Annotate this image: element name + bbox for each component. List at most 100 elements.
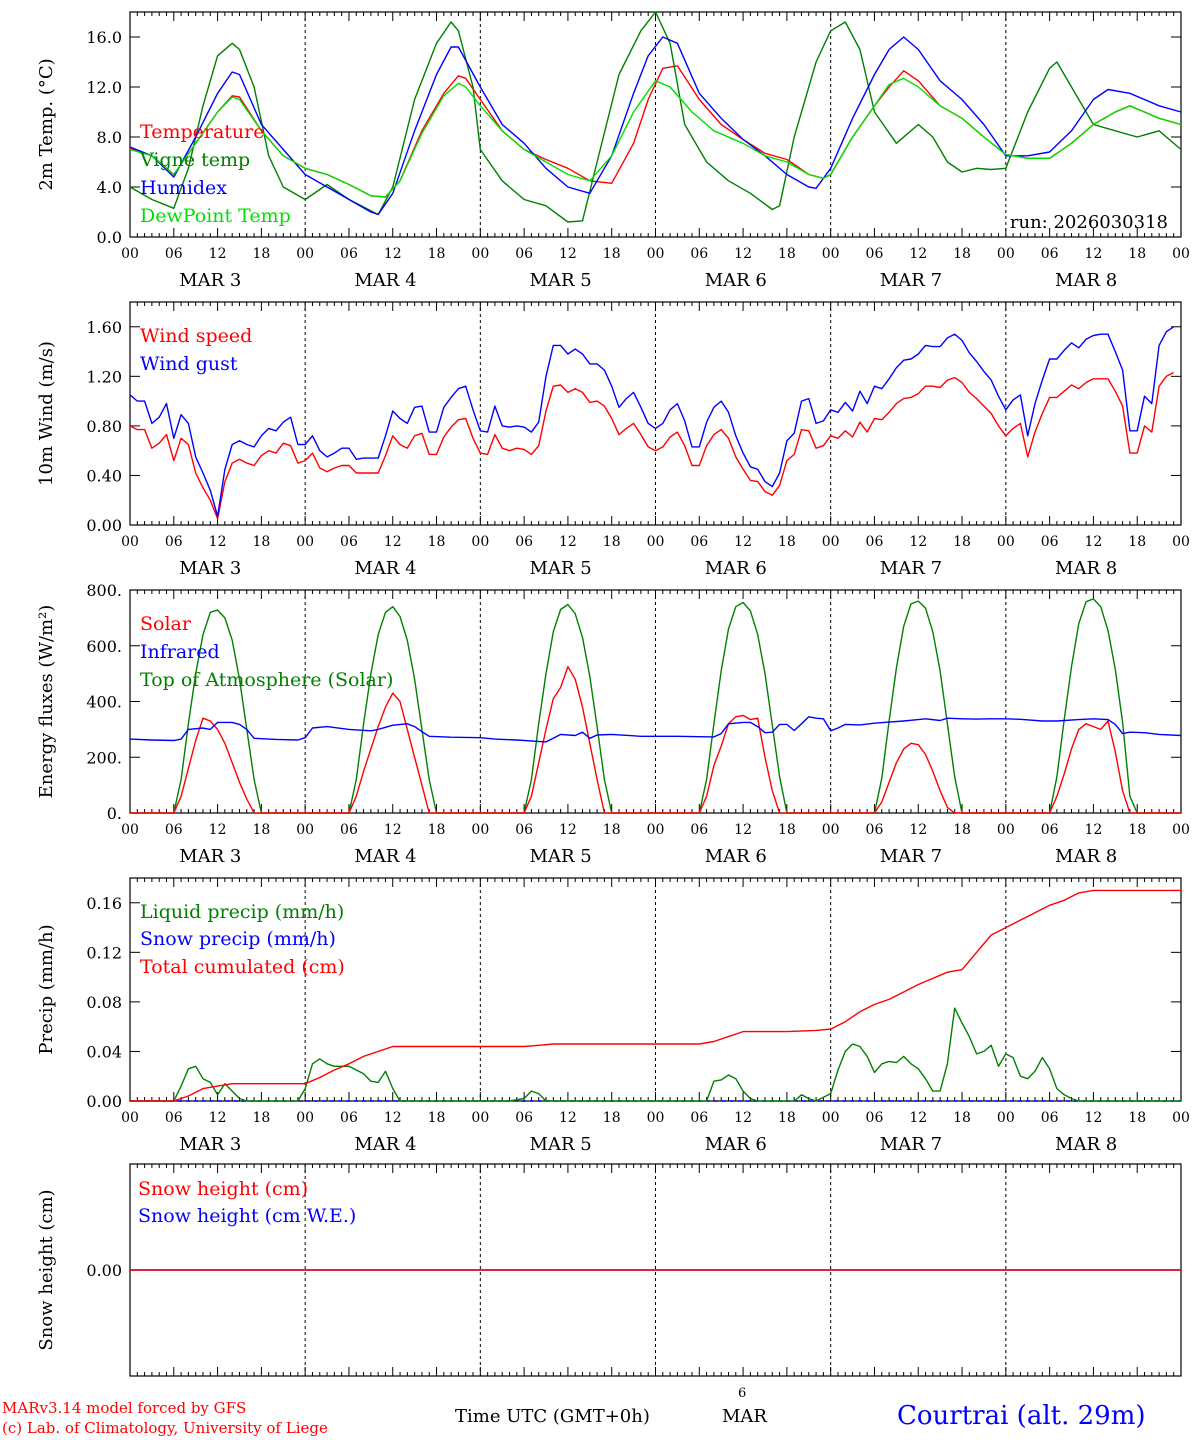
- x-tick-label: 00: [1172, 534, 1190, 550]
- day-label: MAR 6: [705, 846, 767, 867]
- x-tick-label: 12: [384, 246, 402, 262]
- y-tick-label: 12.0: [86, 78, 122, 97]
- y-tick-label: 0.16: [86, 894, 122, 913]
- y-tick-label: 800.: [86, 581, 122, 600]
- x-tick-label: 00: [121, 246, 139, 262]
- x-tick-label: 12: [909, 246, 927, 262]
- x-tick-label: 00: [997, 534, 1015, 550]
- x-tick-label: 00: [997, 246, 1015, 262]
- x-tick-label: 12: [384, 822, 402, 838]
- y-axis-label-precip: Precip (mm/h): [36, 924, 57, 1054]
- x-tick-label: 00: [1172, 822, 1190, 838]
- x-tick-label: 12: [734, 534, 752, 550]
- x-tick-label: 18: [252, 1110, 270, 1126]
- x-tick-label: 18: [603, 246, 621, 262]
- x-tick-label: 06: [866, 1110, 884, 1126]
- y-axis-label-wind: 10m Wind (m/s): [36, 341, 57, 486]
- series-line-wind-speed: [129, 371, 1175, 520]
- x-tick-label: 18: [953, 246, 971, 262]
- day-label: MAR 6: [705, 558, 767, 579]
- x-tick-label: 00: [471, 534, 489, 550]
- x-tick-label: 00: [121, 1110, 139, 1126]
- x-tick-label: 18: [778, 534, 796, 550]
- day-label: MAR 4: [354, 846, 416, 867]
- x-tick-label: 00: [471, 1110, 489, 1126]
- x-tick-label: 00: [1172, 246, 1190, 262]
- y-axis-label-temperature: 2m Temp. (°C): [36, 58, 57, 190]
- x-tick-label: 00: [647, 1110, 665, 1126]
- day-label: MAR 7: [880, 1134, 942, 1155]
- x-tick-label: 06: [866, 534, 884, 550]
- y-tick-label: 0.04: [86, 1042, 122, 1061]
- x-tick-label: 12: [384, 1110, 402, 1126]
- x-tick-label: 06: [1041, 246, 1059, 262]
- day-label: MAR 3: [179, 1134, 241, 1155]
- x-tick-label: 06: [340, 246, 358, 262]
- x-tick-label: 18: [428, 822, 446, 838]
- day-label: MAR 7: [880, 846, 942, 867]
- x-tick-label: 06: [340, 822, 358, 838]
- x-tick-label: 18: [603, 534, 621, 550]
- x-tick-label: 18: [428, 1110, 446, 1126]
- y-tick-label: 400.: [86, 693, 122, 712]
- plot-frame-energy: [129, 589, 1182, 814]
- x-tick-label: 00: [997, 822, 1015, 838]
- y-axis-label-snow: Snow height (cm): [36, 1189, 57, 1350]
- y-tick-label: 0.: [107, 804, 122, 823]
- x-tick-label: 18: [778, 1110, 796, 1126]
- x-tick-label: 18: [778, 246, 796, 262]
- x-tick-label: 00: [997, 1110, 1015, 1126]
- x-tick-label: 12: [734, 1110, 752, 1126]
- x-tick-label: 12: [559, 822, 577, 838]
- x-tick-label: 00: [822, 1110, 840, 1126]
- x-tick-label: 06: [1041, 822, 1059, 838]
- y-tick-label: 8.0: [97, 128, 122, 147]
- x-tick-label: 06: [1041, 534, 1059, 550]
- x-tick-label: 12: [909, 534, 927, 550]
- x-tick-label: 12: [559, 246, 577, 262]
- x-tick-label: 06: [866, 246, 884, 262]
- x-tick-label: 12: [734, 822, 752, 838]
- x-tick-label: 12: [209, 246, 227, 262]
- x-tick-label: 06: [340, 1110, 358, 1126]
- x-tick-label: 06: [866, 822, 884, 838]
- x-tick-label: 06: [165, 534, 183, 550]
- x-tick-label: 18: [428, 246, 446, 262]
- y-tick-label: 0.00: [86, 516, 122, 535]
- day-label: MAR 4: [354, 270, 416, 291]
- series-line-dewpoint-temp: [129, 77, 1182, 198]
- x-tick-label: 06: [340, 534, 358, 550]
- day-label: MAR 8: [1055, 1134, 1117, 1155]
- center-month-label: MAR: [722, 1406, 767, 1427]
- legend-entry: Wind gust: [140, 353, 238, 375]
- x-tick-label: 12: [1085, 1110, 1103, 1126]
- x-tick-label: 18: [953, 534, 971, 550]
- legend-entry: Top of Atmosphere (Solar): [140, 669, 393, 691]
- y-tick-label: 0.12: [86, 943, 122, 962]
- series-line-solar: [130, 666, 1181, 814]
- x-axis-title: Time UTC (GMT+0h): [455, 1406, 650, 1427]
- y-tick-label: 0.40: [86, 466, 122, 485]
- x-tick-label: 12: [559, 534, 577, 550]
- x-tick-label: 12: [209, 1110, 227, 1126]
- y-tick-label: 0.08: [86, 993, 122, 1012]
- series-line-wind-gust: [129, 326, 1175, 517]
- day-label: MAR 4: [354, 558, 416, 579]
- station-label: Courtrai (alt. 29m): [897, 1401, 1146, 1431]
- day-label: MAR 6: [705, 1134, 767, 1155]
- y-axis-label-energy: Energy fluxes (W/m²): [36, 605, 57, 799]
- x-tick-label: 00: [471, 246, 489, 262]
- x-tick-label: 06: [165, 1110, 183, 1126]
- day-label: MAR 3: [179, 558, 241, 579]
- x-tick-label: 12: [1085, 534, 1103, 550]
- series-line-total-cumulated-cm-: [130, 889, 1181, 1102]
- x-tick-label: 06: [1041, 1110, 1059, 1126]
- legend-entry: Vigne temp: [139, 149, 250, 171]
- x-tick-label: 18: [778, 822, 796, 838]
- legend-entry: Humidex: [140, 177, 227, 199]
- day-label: MAR 5: [530, 1134, 592, 1155]
- x-tick-label: 06: [165, 822, 183, 838]
- y-tick-label: 0.80: [86, 417, 122, 436]
- x-tick-label: 00: [296, 1110, 314, 1126]
